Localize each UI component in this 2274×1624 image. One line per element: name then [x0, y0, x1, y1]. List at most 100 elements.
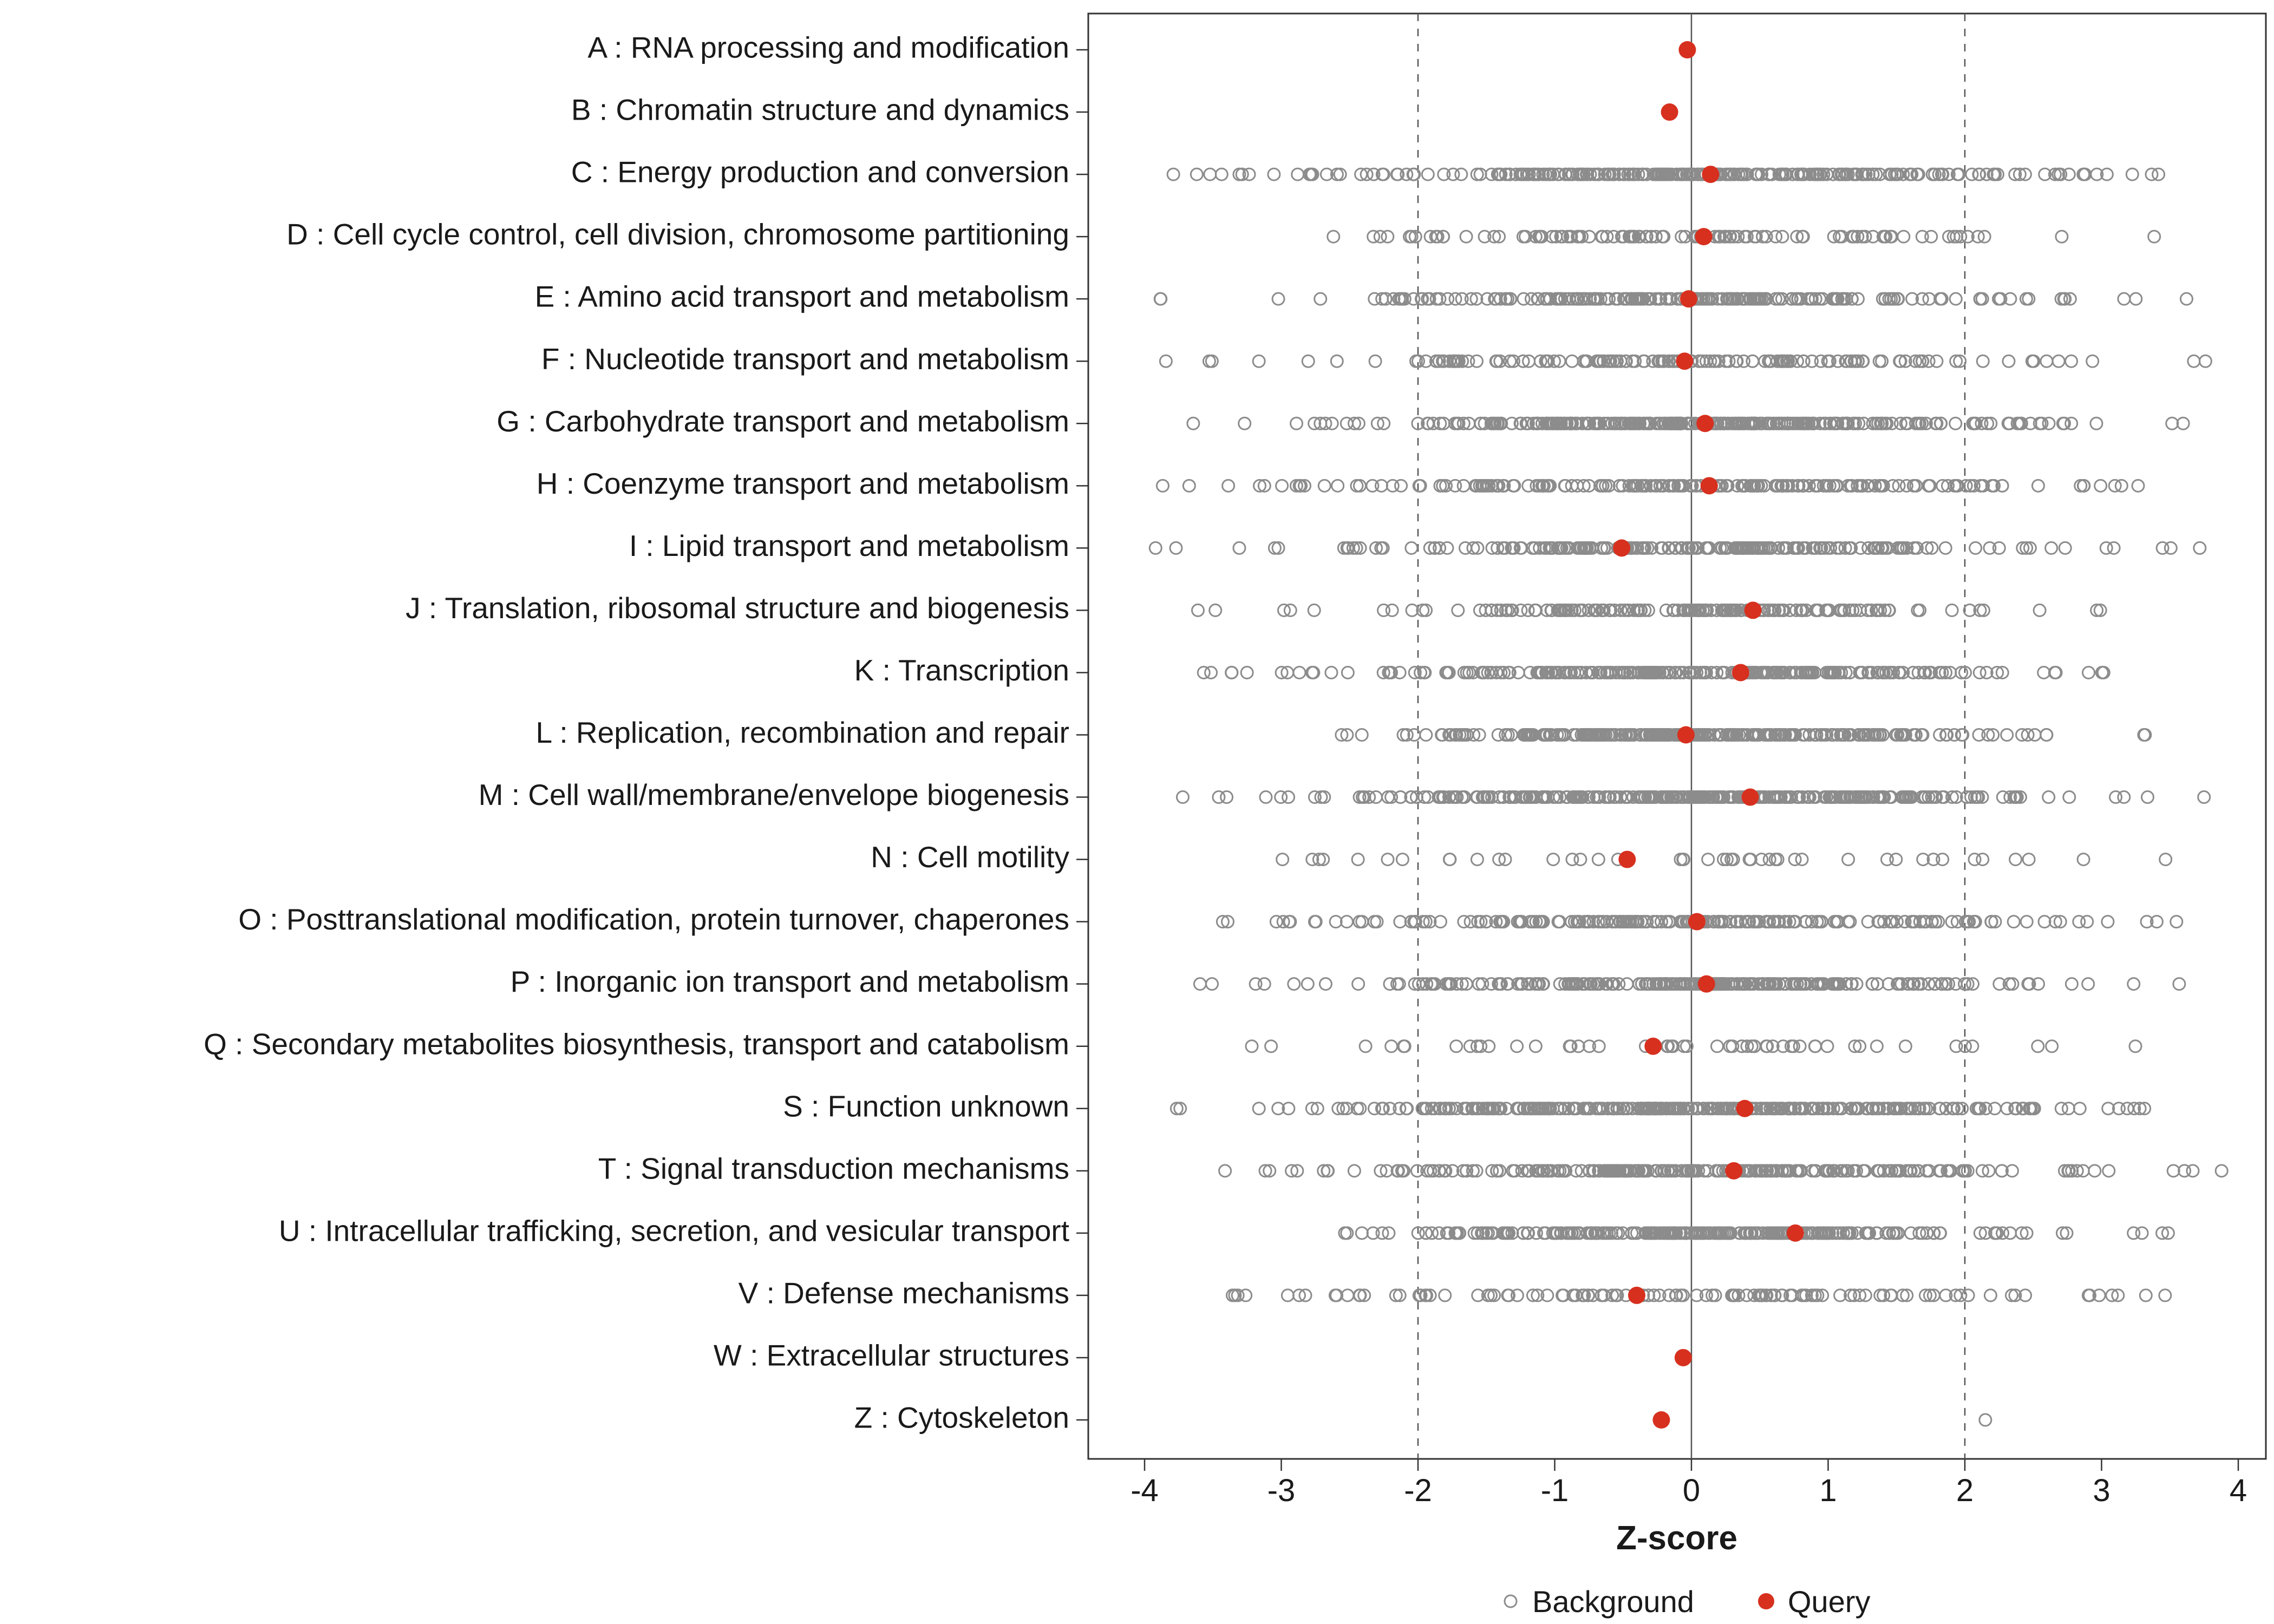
background-point	[1963, 479, 1977, 493]
background-point	[1493, 292, 1507, 306]
background-point	[1976, 354, 1990, 368]
background-point	[1675, 230, 1689, 244]
background-point	[1466, 541, 1480, 555]
background-point	[1624, 292, 1638, 306]
background-point	[1297, 479, 1311, 493]
background-point	[1744, 479, 1759, 493]
background-point	[2055, 230, 2069, 244]
background-point	[1838, 416, 1852, 430]
background-point	[1561, 603, 1576, 617]
background-point	[1866, 167, 1880, 181]
background-point	[1813, 541, 1827, 555]
query-point	[1786, 1224, 1804, 1242]
background-point	[1855, 167, 1870, 181]
background-point	[1837, 292, 1851, 306]
background-point	[1941, 479, 1955, 493]
background-point	[1486, 416, 1500, 430]
background-point	[1922, 354, 1936, 368]
background-point	[2147, 230, 2161, 244]
legend-query-marker-icon	[1758, 1593, 1774, 1609]
background-point	[1506, 354, 1520, 368]
background-point	[1553, 292, 1567, 306]
background-point	[2014, 416, 2028, 430]
background-point	[1155, 479, 1169, 493]
background-point	[1729, 354, 1743, 368]
background-point	[1412, 354, 1426, 368]
background-point	[1995, 479, 2009, 493]
background-point	[1639, 230, 1654, 244]
background-point	[1627, 479, 1641, 493]
category-axis-label: O : Posttranslational modification, prot…	[238, 902, 1069, 936]
background-point	[1702, 292, 1716, 306]
background-point	[1341, 665, 1355, 679]
background-point	[1393, 665, 1407, 679]
background-point	[2001, 416, 2015, 430]
background-point	[1722, 354, 1736, 368]
background-point	[1318, 416, 1332, 430]
background-point	[1283, 603, 1297, 617]
x-tick-label: -3	[1267, 1473, 1296, 1508]
background-point	[1641, 541, 1655, 555]
background-point	[1789, 603, 1803, 617]
background-point	[1645, 541, 1659, 555]
background-point	[1846, 167, 1860, 181]
background-point	[1319, 167, 1334, 181]
background-point	[1718, 230, 1732, 244]
background-point	[1509, 167, 1523, 181]
background-point	[1541, 167, 1556, 181]
background-point	[2064, 354, 2079, 368]
background-point	[1805, 354, 1819, 368]
background-point	[1995, 665, 2009, 679]
background-point	[1721, 167, 1735, 181]
background-point	[2176, 416, 2190, 430]
background-point	[1405, 603, 1419, 617]
background-point	[1961, 230, 1975, 244]
background-point	[1762, 167, 1776, 181]
background-point	[1893, 354, 1907, 368]
background-point	[1484, 603, 1498, 617]
background-point	[1757, 292, 1772, 306]
background-point	[1455, 354, 1469, 368]
background-point	[1853, 479, 1867, 493]
background-point	[1490, 603, 1504, 617]
background-point	[1772, 603, 1786, 617]
background-point	[1847, 230, 1861, 244]
background-point	[1365, 479, 1380, 493]
background-point	[1905, 167, 1919, 181]
background-point	[1340, 541, 1354, 555]
background-point	[1721, 603, 1735, 617]
background-point	[1662, 354, 1676, 368]
background-point	[1411, 416, 1425, 430]
background-point	[1528, 603, 1542, 617]
background-point	[1626, 167, 1640, 181]
background-point	[1540, 479, 1554, 493]
background-point	[1748, 416, 1762, 430]
background-point	[1271, 292, 1285, 306]
background-point	[1615, 416, 1629, 430]
background-point	[2152, 167, 2166, 181]
background-point	[1953, 354, 1967, 368]
background-point	[1905, 292, 1919, 306]
background-point	[1422, 292, 1436, 306]
background-point	[1853, 603, 1867, 617]
background-point	[1805, 416, 1819, 430]
background-point	[1950, 167, 1964, 181]
background-point	[1938, 541, 1952, 555]
background-point	[1949, 354, 1963, 368]
background-point	[1451, 603, 1465, 617]
background-point	[1456, 479, 1471, 493]
background-point	[2145, 167, 2159, 181]
background-point	[1875, 354, 1889, 368]
background-point	[1437, 167, 1451, 181]
background-point	[1506, 541, 1520, 555]
background-point	[1769, 230, 1783, 244]
background-point	[1769, 416, 1783, 430]
background-point	[1478, 230, 1492, 244]
background-point	[1729, 603, 1743, 617]
background-point	[1441, 292, 1455, 306]
background-point	[1501, 603, 1515, 617]
background-point	[1775, 230, 1789, 244]
background-point	[1737, 167, 1751, 181]
background-point	[1599, 292, 1613, 306]
category-axis-label: V : Defense mechanisms	[739, 1276, 1069, 1309]
